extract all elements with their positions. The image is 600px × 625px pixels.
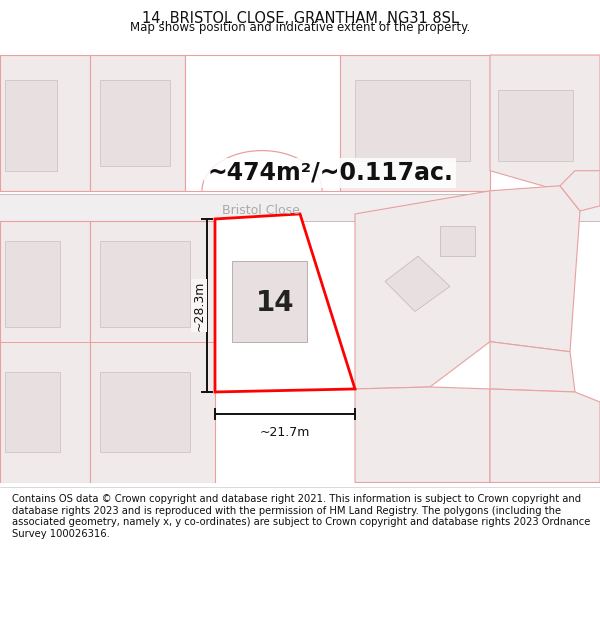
Polygon shape [0,221,90,482]
Bar [0,194,600,221]
Bar [5,372,60,452]
Polygon shape [490,389,600,482]
Text: Contains OS data © Crown copyright and database right 2021. This information is : Contains OS data © Crown copyright and d… [12,494,590,539]
Text: ~21.7m: ~21.7m [260,426,310,439]
Polygon shape [90,55,185,191]
Polygon shape [355,387,490,482]
Text: 14, BRISTOL CLOSE, GRANTHAM, NG31 8SL: 14, BRISTOL CLOSE, GRANTHAM, NG31 8SL [142,11,458,26]
Bar [232,261,307,342]
Polygon shape [215,214,355,392]
Polygon shape [560,171,600,211]
Polygon shape [0,55,90,191]
Bar [498,90,573,161]
Polygon shape [490,342,575,392]
Bar [100,241,190,327]
Text: Map shows position and indicative extent of the property.: Map shows position and indicative extent… [130,21,470,34]
Bar [100,372,190,452]
Polygon shape [185,55,340,191]
Polygon shape [340,55,490,191]
Bar [440,226,475,256]
Polygon shape [490,55,600,191]
Text: ~28.3m: ~28.3m [193,280,205,331]
Bar [100,80,170,166]
Bar [5,241,60,327]
Polygon shape [490,186,580,352]
Polygon shape [90,221,215,482]
Text: ~474m²/~0.117ac.: ~474m²/~0.117ac. [207,161,453,185]
Polygon shape [385,256,450,311]
Bar [355,80,470,161]
Polygon shape [355,191,490,389]
Text: 14: 14 [256,289,295,318]
Text: Bristol Close: Bristol Close [222,204,300,217]
Bar [5,80,57,171]
